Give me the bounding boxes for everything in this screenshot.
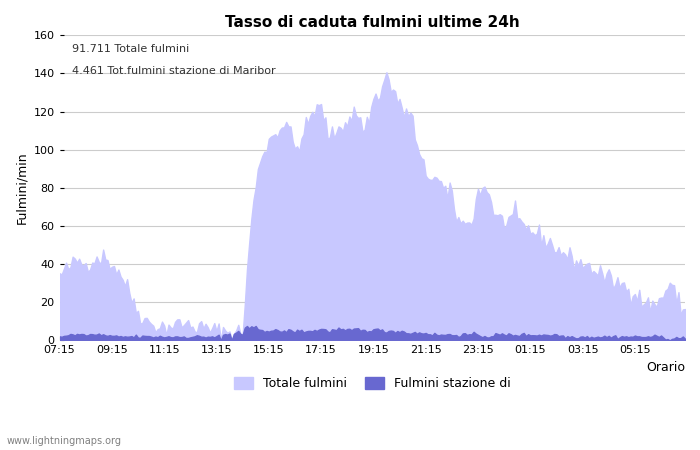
Y-axis label: Fulmini/min: Fulmini/min bbox=[15, 152, 28, 224]
Legend: Totale fulmini, Fulmini stazione di: Totale fulmini, Fulmini stazione di bbox=[229, 372, 516, 395]
Title: Tasso di caduta fulmini ultime 24h: Tasso di caduta fulmini ultime 24h bbox=[225, 15, 519, 30]
Text: 91.711 Totale fulmini: 91.711 Totale fulmini bbox=[72, 45, 189, 54]
X-axis label: Orario: Orario bbox=[646, 361, 685, 374]
Text: 4.461 Tot.fulmini stazione di Maribor: 4.461 Tot.fulmini stazione di Maribor bbox=[72, 66, 276, 76]
Text: www.lightningmaps.org: www.lightningmaps.org bbox=[7, 436, 122, 446]
